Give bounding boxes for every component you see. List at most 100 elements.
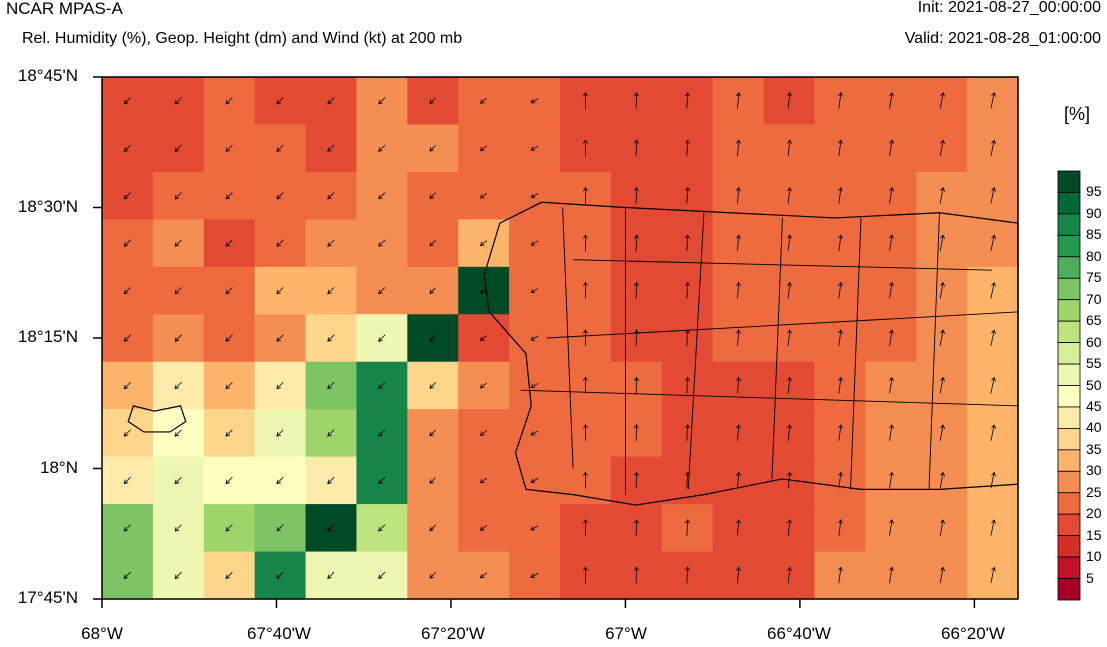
- colorbar-label: 45: [1086, 397, 1102, 414]
- colorbar-swatch: [1057, 578, 1081, 601]
- wind-arrow: [939, 92, 945, 109]
- humidity-cell: [102, 409, 154, 458]
- wind-arrow: [684, 186, 690, 204]
- wind-arrow: [479, 97, 488, 104]
- humidity-cell: [458, 171, 510, 220]
- wind-arrow: [429, 287, 436, 294]
- wind-arrow: [378, 239, 386, 247]
- humidity-cell: [254, 361, 307, 410]
- humidity-cell: [305, 409, 358, 458]
- humidity-cell: [356, 314, 408, 363]
- wind-arrow: [838, 329, 843, 346]
- wind-arrow: [429, 572, 436, 579]
- humidity-cell: [102, 171, 154, 220]
- wind-arrow: [939, 329, 945, 346]
- colorbar-label: 65: [1086, 312, 1102, 329]
- wind-arrow: [736, 92, 741, 109]
- wind-arrow: [479, 145, 488, 152]
- wind-arrow: [736, 234, 741, 252]
- wind-arrow: [276, 239, 284, 247]
- wind-arrow: [174, 334, 182, 342]
- wind-arrow: [889, 376, 894, 394]
- humidity-cell: [102, 314, 154, 363]
- humidity-cell: [102, 77, 154, 126]
- wind-arrow: [838, 566, 843, 584]
- humidity-cell: [203, 551, 256, 600]
- colorbar-label: 15: [1086, 526, 1102, 543]
- wind-arrow: [530, 193, 539, 199]
- humidity-cell: [203, 219, 256, 268]
- humidity-cell: [102, 219, 154, 268]
- wind-arrow: [990, 139, 996, 157]
- wind-arrow: [990, 234, 996, 251]
- wind-arrow: [838, 424, 843, 441]
- municipal-boundary: [562, 207, 574, 469]
- wind-arrow: [225, 192, 233, 200]
- wind-arrow: [123, 192, 131, 200]
- wind-arrow: [225, 239, 233, 247]
- wind-arrow: [429, 524, 436, 532]
- humidity-cell: [305, 456, 358, 505]
- lon-label: 67°W: [605, 624, 647, 643]
- wind-arrow: [276, 429, 284, 437]
- wind-arrow: [225, 381, 233, 390]
- wind-arrow: [530, 430, 539, 436]
- wind-arrow: [939, 376, 945, 394]
- wind-arrow: [990, 376, 996, 394]
- wind-arrow: [123, 571, 131, 579]
- humidity-cell: [203, 314, 256, 363]
- wind-arrow: [225, 97, 233, 105]
- wind-arrow: [530, 98, 539, 104]
- wind-arrow: [990, 566, 996, 584]
- wind-arrow: [123, 429, 131, 437]
- wind-arrow: [276, 192, 284, 200]
- humidity-cell: [407, 504, 459, 553]
- wind-arrow: [736, 471, 741, 489]
- wind-arrow: [327, 476, 335, 485]
- humidity-cell: [509, 124, 561, 173]
- wind-arrow: [378, 334, 386, 342]
- humidity-cell: [458, 409, 510, 458]
- mona-island-coast: [127, 405, 187, 433]
- humidity-cell: [305, 77, 358, 126]
- humidity-cell: [407, 361, 459, 410]
- wind-arrow: [633, 566, 639, 584]
- wind-arrow: [889, 139, 894, 157]
- lon-label: 66°20'W: [941, 624, 1005, 643]
- wind-arrow: [633, 281, 639, 299]
- wind-arrow: [684, 376, 690, 394]
- wind-arrow: [276, 97, 284, 105]
- wind-arrow: [990, 329, 996, 346]
- wind-arrow: [378, 97, 386, 105]
- wind-arrow: [479, 192, 488, 199]
- humidity-cell: [254, 456, 307, 505]
- colorbar-swatch: [1057, 556, 1081, 579]
- wind-arrow: [582, 376, 588, 394]
- init-time: Init: 2021-08-27_00:00:00: [917, 0, 1101, 16]
- wind-arrow: [479, 572, 488, 579]
- colorbar-swatch: [1057, 299, 1081, 322]
- humidity-cell: [356, 456, 408, 505]
- wind-arrow: [479, 525, 488, 531]
- municipal-boundary: [850, 217, 862, 490]
- wind-arrow: [990, 92, 996, 109]
- wind-arrow: [327, 429, 335, 437]
- humidity-cell: [254, 551, 307, 600]
- wind-arrow: [378, 287, 386, 295]
- humidity-cell: [305, 219, 358, 268]
- wind-arrow: [889, 186, 894, 204]
- wind-arrow: [787, 376, 792, 394]
- humidity-cell: [152, 314, 205, 363]
- wind-arrow: [787, 281, 792, 299]
- wind-arrow: [684, 234, 690, 252]
- wind-arrow: [889, 92, 894, 109]
- humidity-cell: [254, 77, 307, 126]
- wind-arrow: [123, 287, 131, 295]
- wind-arrow: [582, 186, 588, 204]
- colorbar-label: 70: [1086, 290, 1102, 307]
- wind-arrow: [327, 192, 335, 200]
- humidity-cell: [305, 504, 358, 553]
- wind-arrow: [276, 334, 284, 342]
- colorbar-swatch: [1057, 320, 1081, 343]
